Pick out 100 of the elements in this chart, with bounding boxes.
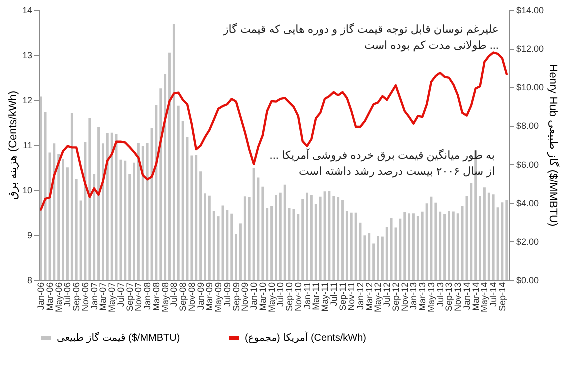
bar (408, 214, 411, 280)
y2-tick-label: $0.00 (516, 276, 540, 286)
bar (208, 196, 211, 280)
x-tick-label: May-14 (480, 282, 490, 313)
x-tick-label: May-09 (214, 282, 224, 313)
bar (62, 159, 65, 280)
x-tick-label: Nov-10 (293, 282, 304, 312)
bar (235, 234, 238, 280)
bar (98, 127, 100, 280)
bar (342, 200, 344, 280)
y2-axis-title: Henry Hub گاز طبیعی ($/MMBTU) (547, 64, 560, 227)
bar (314, 204, 318, 280)
x-tick-label: Sep-13 (444, 282, 454, 312)
bar (456, 214, 460, 280)
bar (416, 216, 420, 280)
bar (350, 212, 353, 280)
bar (270, 206, 273, 280)
bar (399, 218, 402, 280)
bar (142, 146, 144, 280)
x-tick-label: Jan-11 (302, 282, 312, 310)
bar (70, 112, 74, 280)
bar (448, 211, 450, 280)
x-tick-label: Jan-09 (196, 282, 206, 310)
x-tick-label: May-06 (54, 282, 64, 313)
bar (190, 156, 194, 280)
bar (346, 211, 348, 280)
bar (230, 214, 234, 280)
bar (212, 212, 216, 280)
bar (66, 168, 69, 280)
bar (266, 208, 269, 280)
bar (368, 234, 371, 280)
x-tick-label: May-11 (320, 282, 330, 312)
bar (412, 214, 415, 280)
bar (302, 199, 304, 280)
x-tick-label: Jul-11 (328, 282, 339, 306)
bar (177, 106, 180, 280)
x-tick-label: Mar-10 (258, 282, 268, 312)
x-tick-label: Jul-07 (116, 282, 126, 308)
y-axis-title: هزینه برق (Cents/kWh) (7, 90, 20, 200)
bar (172, 24, 176, 280)
x-tick-label: Nov-13 (453, 282, 464, 312)
bar (200, 172, 202, 280)
x-tick-label: Mar-09 (204, 282, 215, 312)
x-tick-label: Nov-06 (80, 282, 90, 312)
x-tick-label: Mar-13 (418, 282, 428, 312)
x-tick-label: Mar-07 (98, 282, 108, 312)
bar (110, 132, 114, 280)
bar (160, 88, 162, 280)
bar (133, 162, 136, 280)
bar (434, 202, 438, 280)
legend-label: قیمت گاز طبیعی ($/MMBTU) (57, 332, 180, 344)
legend-label: آمریکا (مجموع) (Cents/kWh) (245, 331, 367, 344)
x-tick-label: Nov-11 (346, 282, 357, 311)
bar (404, 212, 406, 280)
x-tick-label: Jul-06 (62, 282, 73, 308)
bar (452, 212, 455, 280)
x-tick-label: May-13 (426, 282, 436, 313)
bar (164, 74, 167, 280)
x-tick-label: Jan-13 (408, 282, 419, 310)
x-tick-label: Jul-12 (382, 282, 392, 308)
bar (310, 194, 313, 280)
bar (506, 200, 508, 280)
y2-tick-label: $12.00 (516, 44, 544, 54)
x-tick-label: Jul-13 (435, 282, 446, 308)
bar (58, 154, 60, 280)
x-tick-label: Jul-10 (276, 282, 286, 308)
x-tick-label: Jul-09 (222, 282, 232, 308)
x-tick-label: Jul-08 (169, 282, 180, 308)
bar (284, 184, 286, 280)
bar (439, 212, 442, 280)
bar (204, 194, 206, 280)
x-tick-label: Mar-12 (364, 282, 374, 312)
bar (377, 236, 380, 280)
bar (319, 196, 322, 280)
bar (262, 186, 264, 280)
x-tick-label: Sep-14 (497, 282, 508, 312)
y2-tick-label: $4.00 (516, 198, 540, 208)
x-tick-label: Jul-14 (488, 282, 499, 308)
bar (75, 179, 78, 280)
x-tick-label: Jan-10 (249, 282, 260, 310)
bar (182, 121, 184, 280)
x-tick-label: Sep-12 (390, 282, 401, 312)
bar (106, 133, 109, 280)
x-tick-label: May-07 (107, 282, 118, 313)
x-tick-label: Jan-12 (356, 282, 366, 310)
y-tick-label: 12 (22, 96, 32, 106)
bar (470, 183, 473, 280)
y-tick-label: 8 (27, 276, 32, 286)
bar (226, 210, 229, 280)
y2-tick-label: $6.00 (516, 160, 540, 170)
bar (93, 174, 96, 280)
x-tick-label: May-12 (373, 282, 384, 313)
bar (240, 224, 242, 280)
bar (390, 218, 393, 280)
y-tick-label: 11 (23, 140, 32, 150)
y-tick-label: 14 (22, 6, 32, 16)
bar (381, 236, 384, 280)
x-tick-label: Jan-14 (462, 282, 472, 310)
bar (297, 214, 300, 280)
bar (128, 174, 132, 280)
